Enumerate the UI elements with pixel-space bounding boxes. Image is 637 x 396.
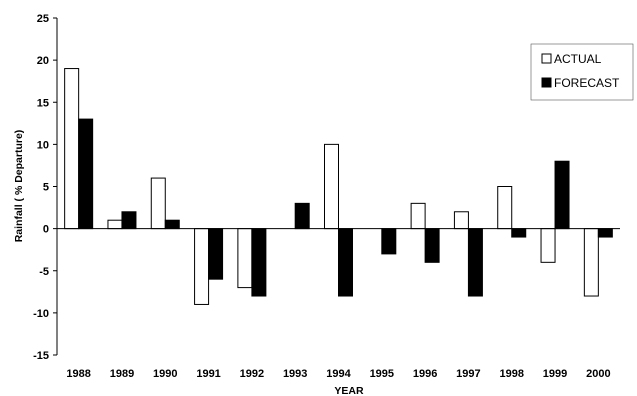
x-tick-label: 1989	[110, 368, 134, 380]
bar-forecast-2000	[597, 228, 613, 238]
legend-swatch-forecast	[541, 77, 552, 88]
y-axis-ticks: -15 -10 -5 0 5 10 15 20 25	[33, 13, 57, 362]
y-tick-label: 25	[37, 13, 49, 25]
y-tick-label: 0	[43, 224, 49, 236]
bar-forecast-1994	[338, 228, 353, 297]
y-tick-label: -15	[33, 350, 49, 362]
y-tick-label: 15	[37, 97, 49, 109]
bar-actual-1997	[453, 211, 469, 230]
bar-actual-2000	[583, 228, 599, 297]
bar-forecast-1997	[467, 228, 483, 297]
x-tick-label: 1993	[283, 368, 307, 380]
bar-actual-1999	[540, 228, 556, 263]
bar-forecast-1990	[164, 219, 180, 230]
legend-label-actual: ACTUAL	[554, 52, 602, 66]
legend-swatch-actual	[541, 53, 552, 64]
bar-actual-1992	[237, 228, 253, 289]
x-tick-label: 2000	[586, 368, 610, 380]
x-axis-tick-labels: 1988 1989 1990 1991 1992 1993 1994 1995 1996 1997…	[66, 368, 610, 380]
bar-forecast-1999	[554, 160, 570, 230]
bar-forecast-1991	[208, 228, 224, 280]
y-tick-label: -5	[39, 266, 49, 278]
bar-actual-1994	[324, 143, 339, 230]
bar-forecast-1989	[121, 211, 137, 230]
bar-forecast-1996	[424, 228, 440, 263]
legend-label-forecast: FORECAST	[554, 76, 620, 90]
x-tick-label: 1988	[66, 368, 90, 380]
bar-forecast-1995	[381, 228, 397, 255]
bar-forecast-1998	[511, 228, 527, 238]
y-tick-label: -10	[33, 308, 49, 320]
x-tick-label: 1998	[499, 368, 523, 380]
x-tick-label: 1991	[196, 368, 220, 380]
x-tick-label: 1996	[413, 368, 437, 380]
x-tick-label: 1999	[543, 368, 567, 380]
bar-actual-1998	[497, 186, 513, 230]
x-tick-label: 1994	[326, 368, 351, 380]
x-axis-title: YEAR	[334, 385, 364, 396]
legend: ACTUAL FORECAST	[530, 43, 634, 101]
bar-actual-1990	[150, 177, 166, 230]
x-tick-label: 1990	[153, 368, 177, 380]
bar-actual-1988	[64, 68, 80, 230]
axes	[56, 18, 620, 355]
x-tick-label: 1995	[370, 368, 394, 380]
y-tick-label: 5	[43, 182, 49, 194]
y-tick-label: 10	[37, 139, 49, 151]
bar-forecast-1992	[251, 228, 267, 297]
bar-forecast-1988	[78, 118, 94, 230]
y-axis-title: Rainfall ( % Departure)	[13, 130, 25, 243]
y-tick-label: 20	[37, 55, 49, 67]
x-tick-label: 1992	[240, 368, 264, 380]
bars	[64, 68, 613, 305]
legend-box	[530, 43, 634, 101]
bar-actual-1991	[194, 228, 210, 305]
x-tick-label: 1997	[456, 368, 480, 380]
bar-actual-1996	[410, 202, 426, 230]
bar-actual-1989	[107, 219, 123, 230]
bar-forecast-1993	[294, 202, 310, 230]
